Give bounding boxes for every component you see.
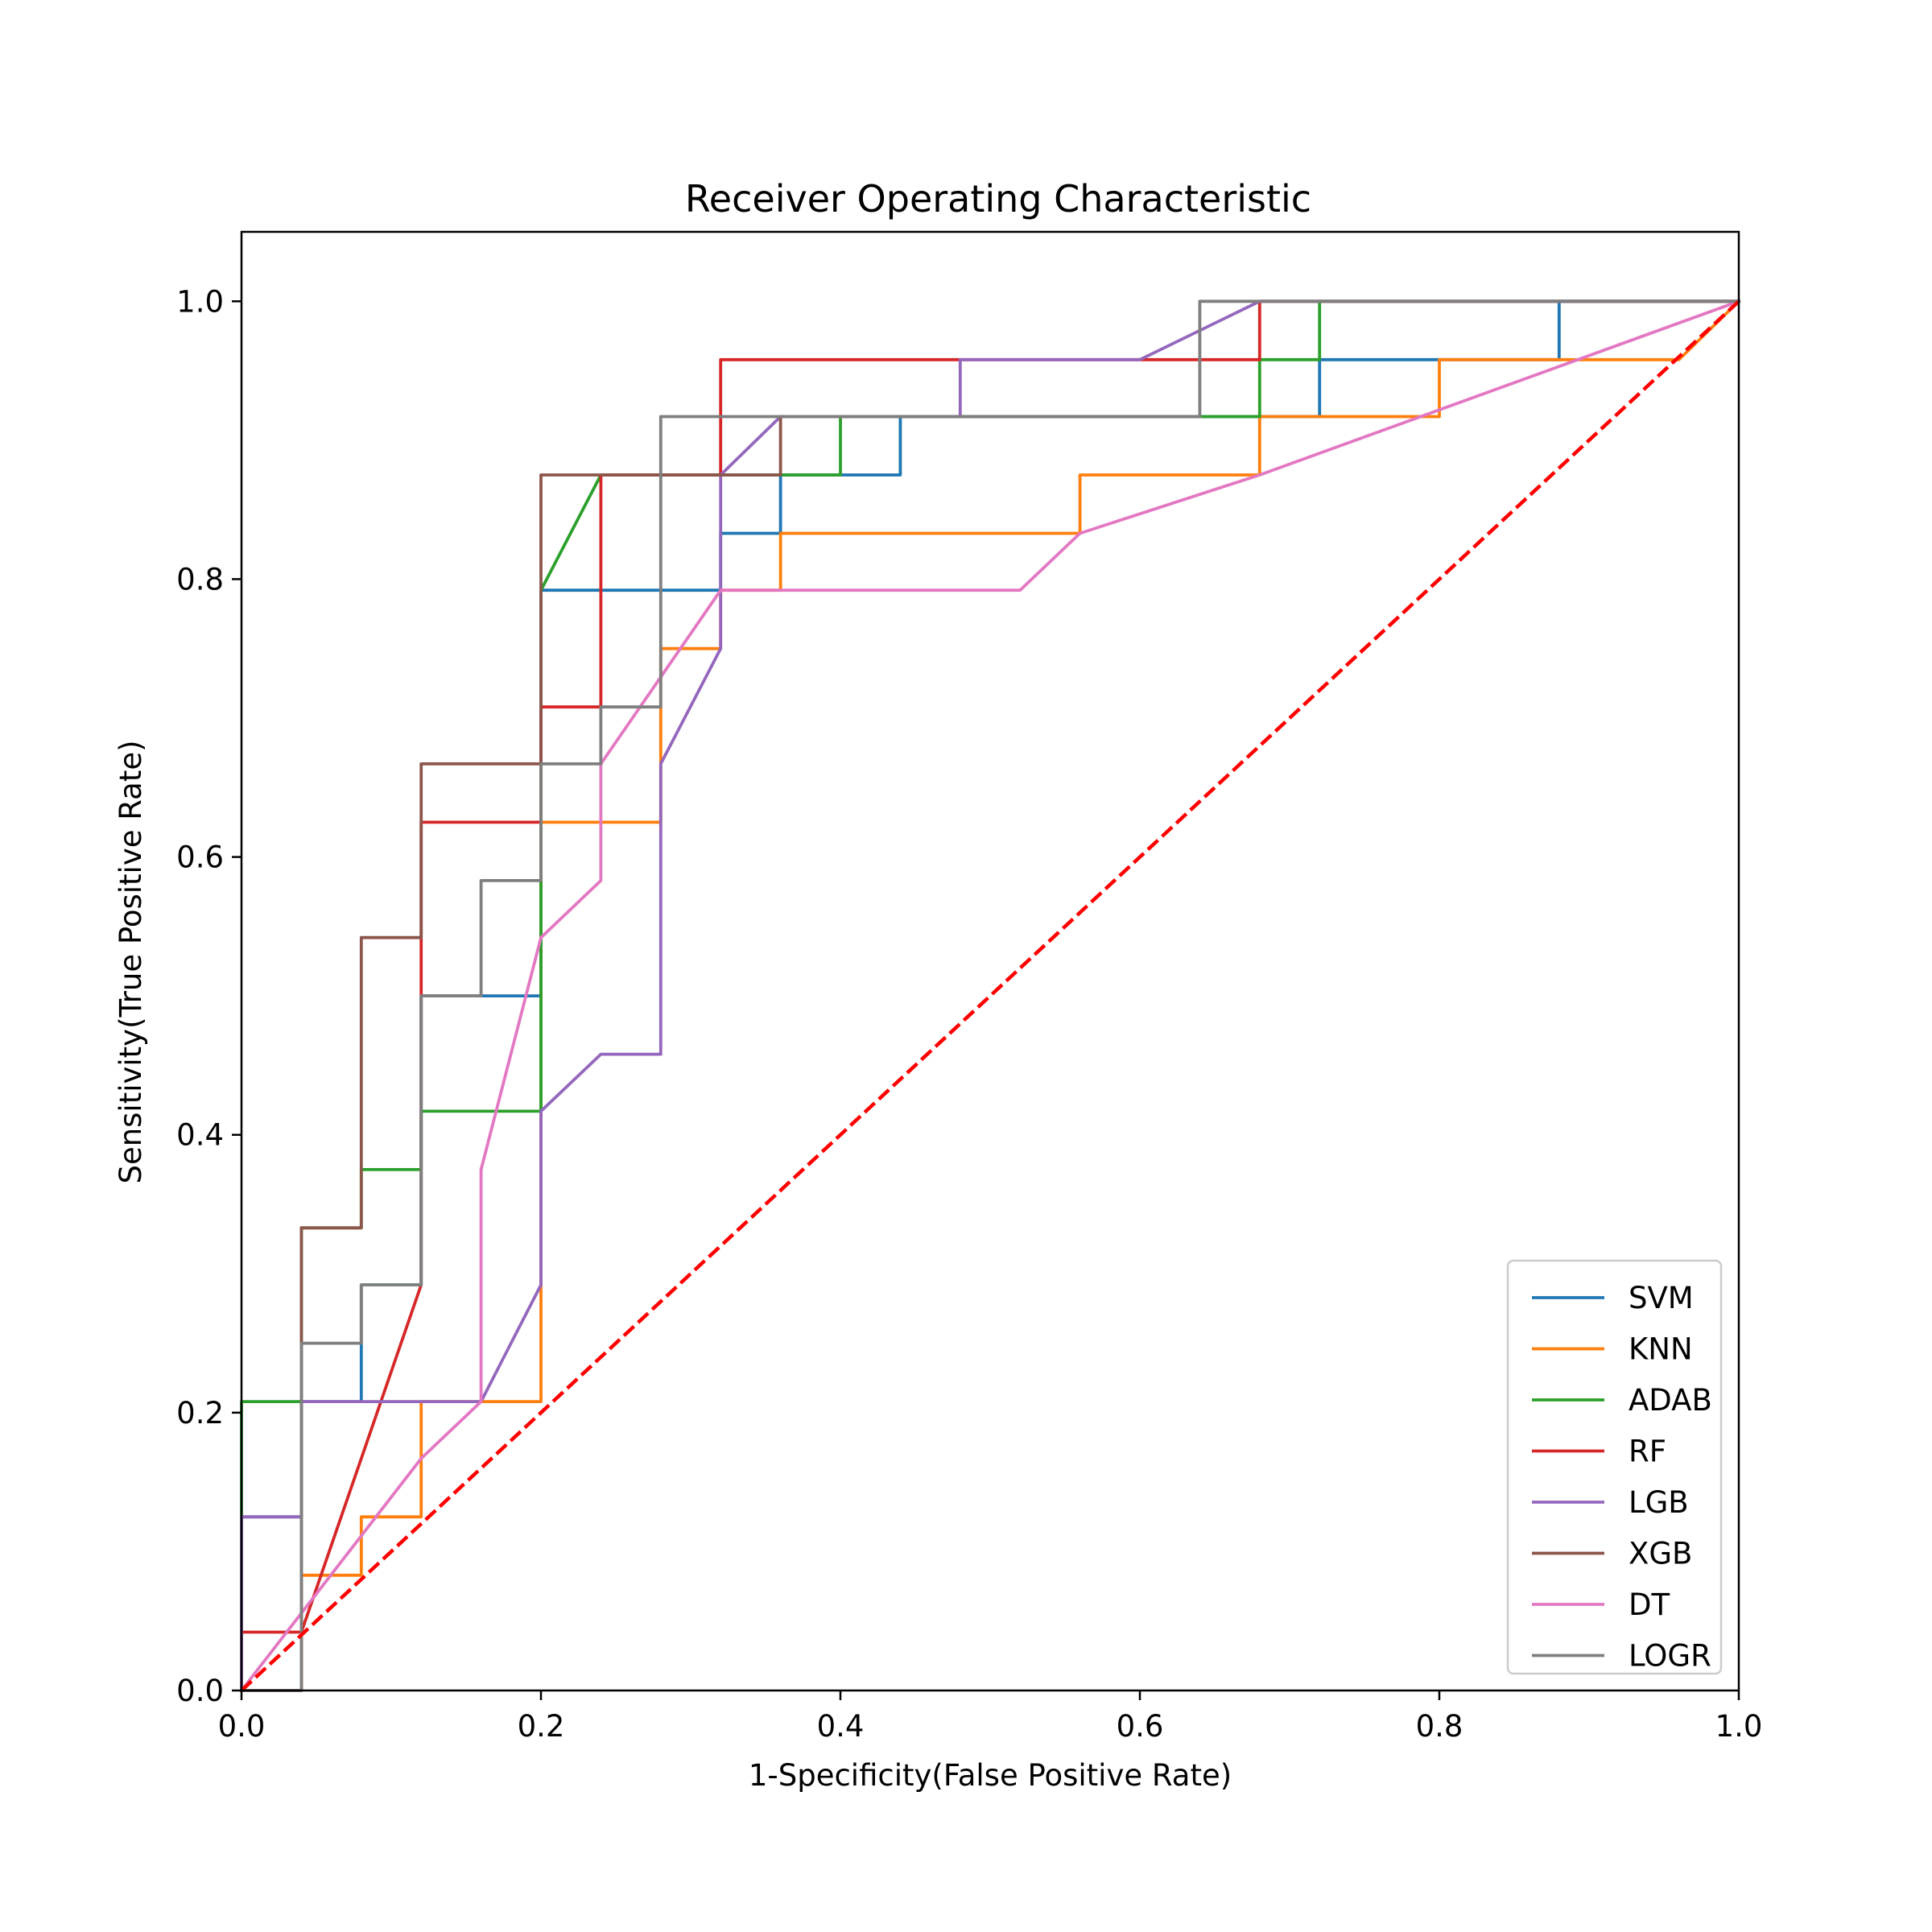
reference-diagonal-line	[240, 299, 1740, 1692]
legend-label-svm: SVM	[1629, 1281, 1694, 1315]
y-tick-label: 0.8	[176, 562, 224, 597]
x-tick-label: 0.2	[518, 1709, 565, 1744]
y-tick-label: 0.2	[176, 1396, 224, 1430]
legend: SVM KNN ADAB RF LGB XGB DT LOGR	[1506, 1259, 1723, 1675]
legend-label-adab: ADAB	[1629, 1383, 1712, 1418]
legend-label-rf: RF	[1629, 1435, 1666, 1469]
x-tick-label: 0.8	[1416, 1709, 1463, 1744]
axis-ticks: 0.0 0.2 0.4 0.6 0.8 1.0 0.0 0.2 0.4 0.6 0.8 1.0	[176, 284, 1762, 1744]
x-axis-label: 1-Specificity(False Positive Rate)	[749, 1758, 1232, 1793]
x-tick-label: 0.0	[218, 1709, 266, 1744]
legend-label-lgb: LGB	[1629, 1485, 1689, 1520]
chart-title: Receiver Operating Characteristic	[685, 177, 1311, 221]
plot-area	[239, 299, 1741, 1693]
y-tick-label: 0.0	[176, 1674, 224, 1708]
x-tick-label: 1.0	[1715, 1709, 1763, 1744]
x-tick-label: 0.4	[817, 1709, 865, 1744]
series-line-logr	[240, 299, 1740, 1692]
y-axis-label: Sensitivity(True Positive Rate)	[114, 740, 148, 1183]
y-tick-label: 0.4	[176, 1118, 224, 1153]
legend-box	[1506, 1259, 1723, 1675]
x-tick-label: 0.6	[1117, 1709, 1164, 1744]
y-tick-label: 0.6	[176, 840, 224, 875]
legend-label-xgb: XGB	[1629, 1537, 1692, 1571]
plot-frame	[240, 230, 1740, 1692]
legend-label-logr: LOGR	[1629, 1639, 1711, 1674]
series-line-dt	[239, 299, 1741, 1693]
legend-label-knn: KNN	[1629, 1332, 1693, 1367]
legend-label-dt: DT	[1629, 1587, 1670, 1622]
y-tick-label: 1.0	[176, 284, 224, 319]
